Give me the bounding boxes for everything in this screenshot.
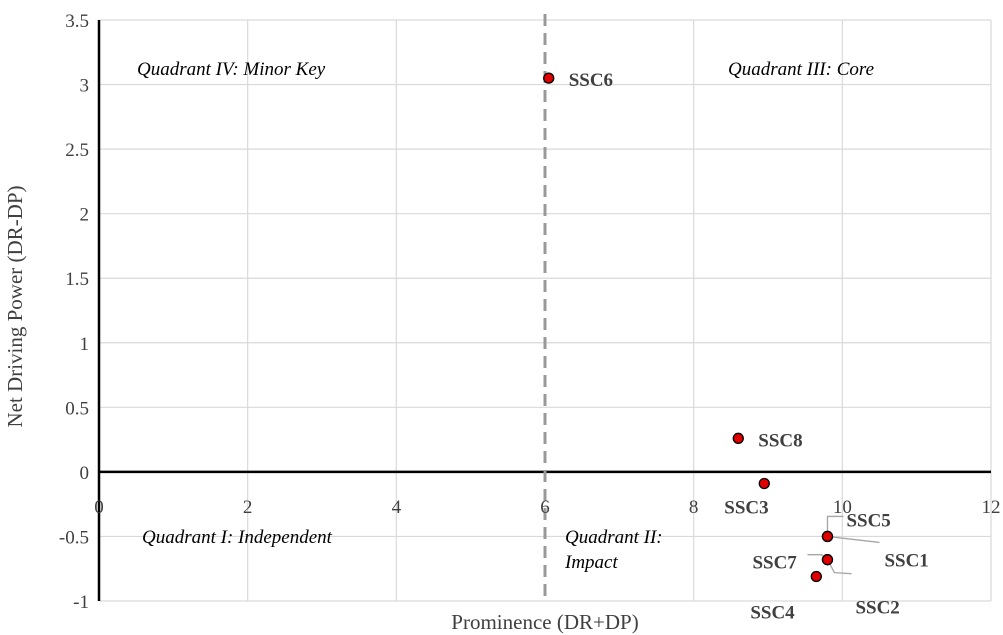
x-tick-label: 6 xyxy=(540,497,550,518)
y-tick-label: 2 xyxy=(80,205,90,226)
x-axis-title: Prominence (DR+DP) xyxy=(451,610,638,634)
y-tick-label: 1 xyxy=(80,334,90,355)
point-label-ssc8: SSC8 xyxy=(758,430,802,451)
y-tick-label: 3 xyxy=(80,76,90,97)
quadrant-label: Quadrant I: Independent xyxy=(142,527,333,548)
axes xyxy=(97,14,991,601)
y-tick-label: 0.5 xyxy=(65,398,89,419)
point-label-ssc7: SSC7 xyxy=(752,553,797,574)
y-tick-label: 1.5 xyxy=(65,269,89,290)
point-label-ssc5: SSC5 xyxy=(846,510,890,531)
quadrant-label: Quadrant II: Impact xyxy=(564,527,663,573)
y-tick-label: 3.5 xyxy=(65,11,89,32)
x-tick-label: 10 xyxy=(833,497,852,518)
x-tick-label: 0 xyxy=(94,497,104,518)
y-axis-title: Net Driving Power (DR-DP) xyxy=(3,185,27,427)
y-tick-label: -1 xyxy=(73,592,89,613)
quadrant-label: Quadrant IV: Minor Key xyxy=(137,59,326,80)
y-tick-label: -0.5 xyxy=(59,527,89,548)
x-tick-label: 4 xyxy=(392,497,402,518)
leader-line-ssc5 xyxy=(826,515,844,537)
data-point-ssc7 xyxy=(821,554,834,566)
quadrant-label: Quadrant III: Core xyxy=(728,59,874,80)
x-tick-label: 12 xyxy=(982,497,1001,518)
data-point-ssc3 xyxy=(758,477,770,490)
data-point-ssc5 xyxy=(821,530,834,543)
tick-labels: 0 2 4 6 8 10 12-1-0.500.511.522.533.5 xyxy=(59,11,1001,613)
x-tick-label: 2 xyxy=(243,497,253,518)
leader-line-ssc1 xyxy=(827,535,880,544)
data-point-ssc6 xyxy=(543,72,555,84)
y-tick-label: 0 xyxy=(80,463,90,484)
x-tick-label: 8 xyxy=(689,497,699,518)
point-label-ssc3: SSC3 xyxy=(724,498,768,519)
point-label-ssc1: SSC1 xyxy=(884,550,928,571)
point-label-ssc4: SSC4 xyxy=(750,602,795,623)
point-label-ssc6: SSC6 xyxy=(569,70,613,91)
data-point-ssc8 xyxy=(732,432,744,444)
point-labels: SSC1 SSC2 SSC3 SSC4 SSC5 SSC6 SSC7 SSC8 xyxy=(569,70,929,623)
quadrant-labels: Quadrant IV: Minor Key Quadrant III: Core… xyxy=(137,59,874,573)
data-points xyxy=(543,72,834,583)
y-tick-label: 2.5 xyxy=(65,140,89,161)
data-point-ssc4 xyxy=(810,570,822,583)
point-label-ssc2: SSC2 xyxy=(855,598,899,619)
